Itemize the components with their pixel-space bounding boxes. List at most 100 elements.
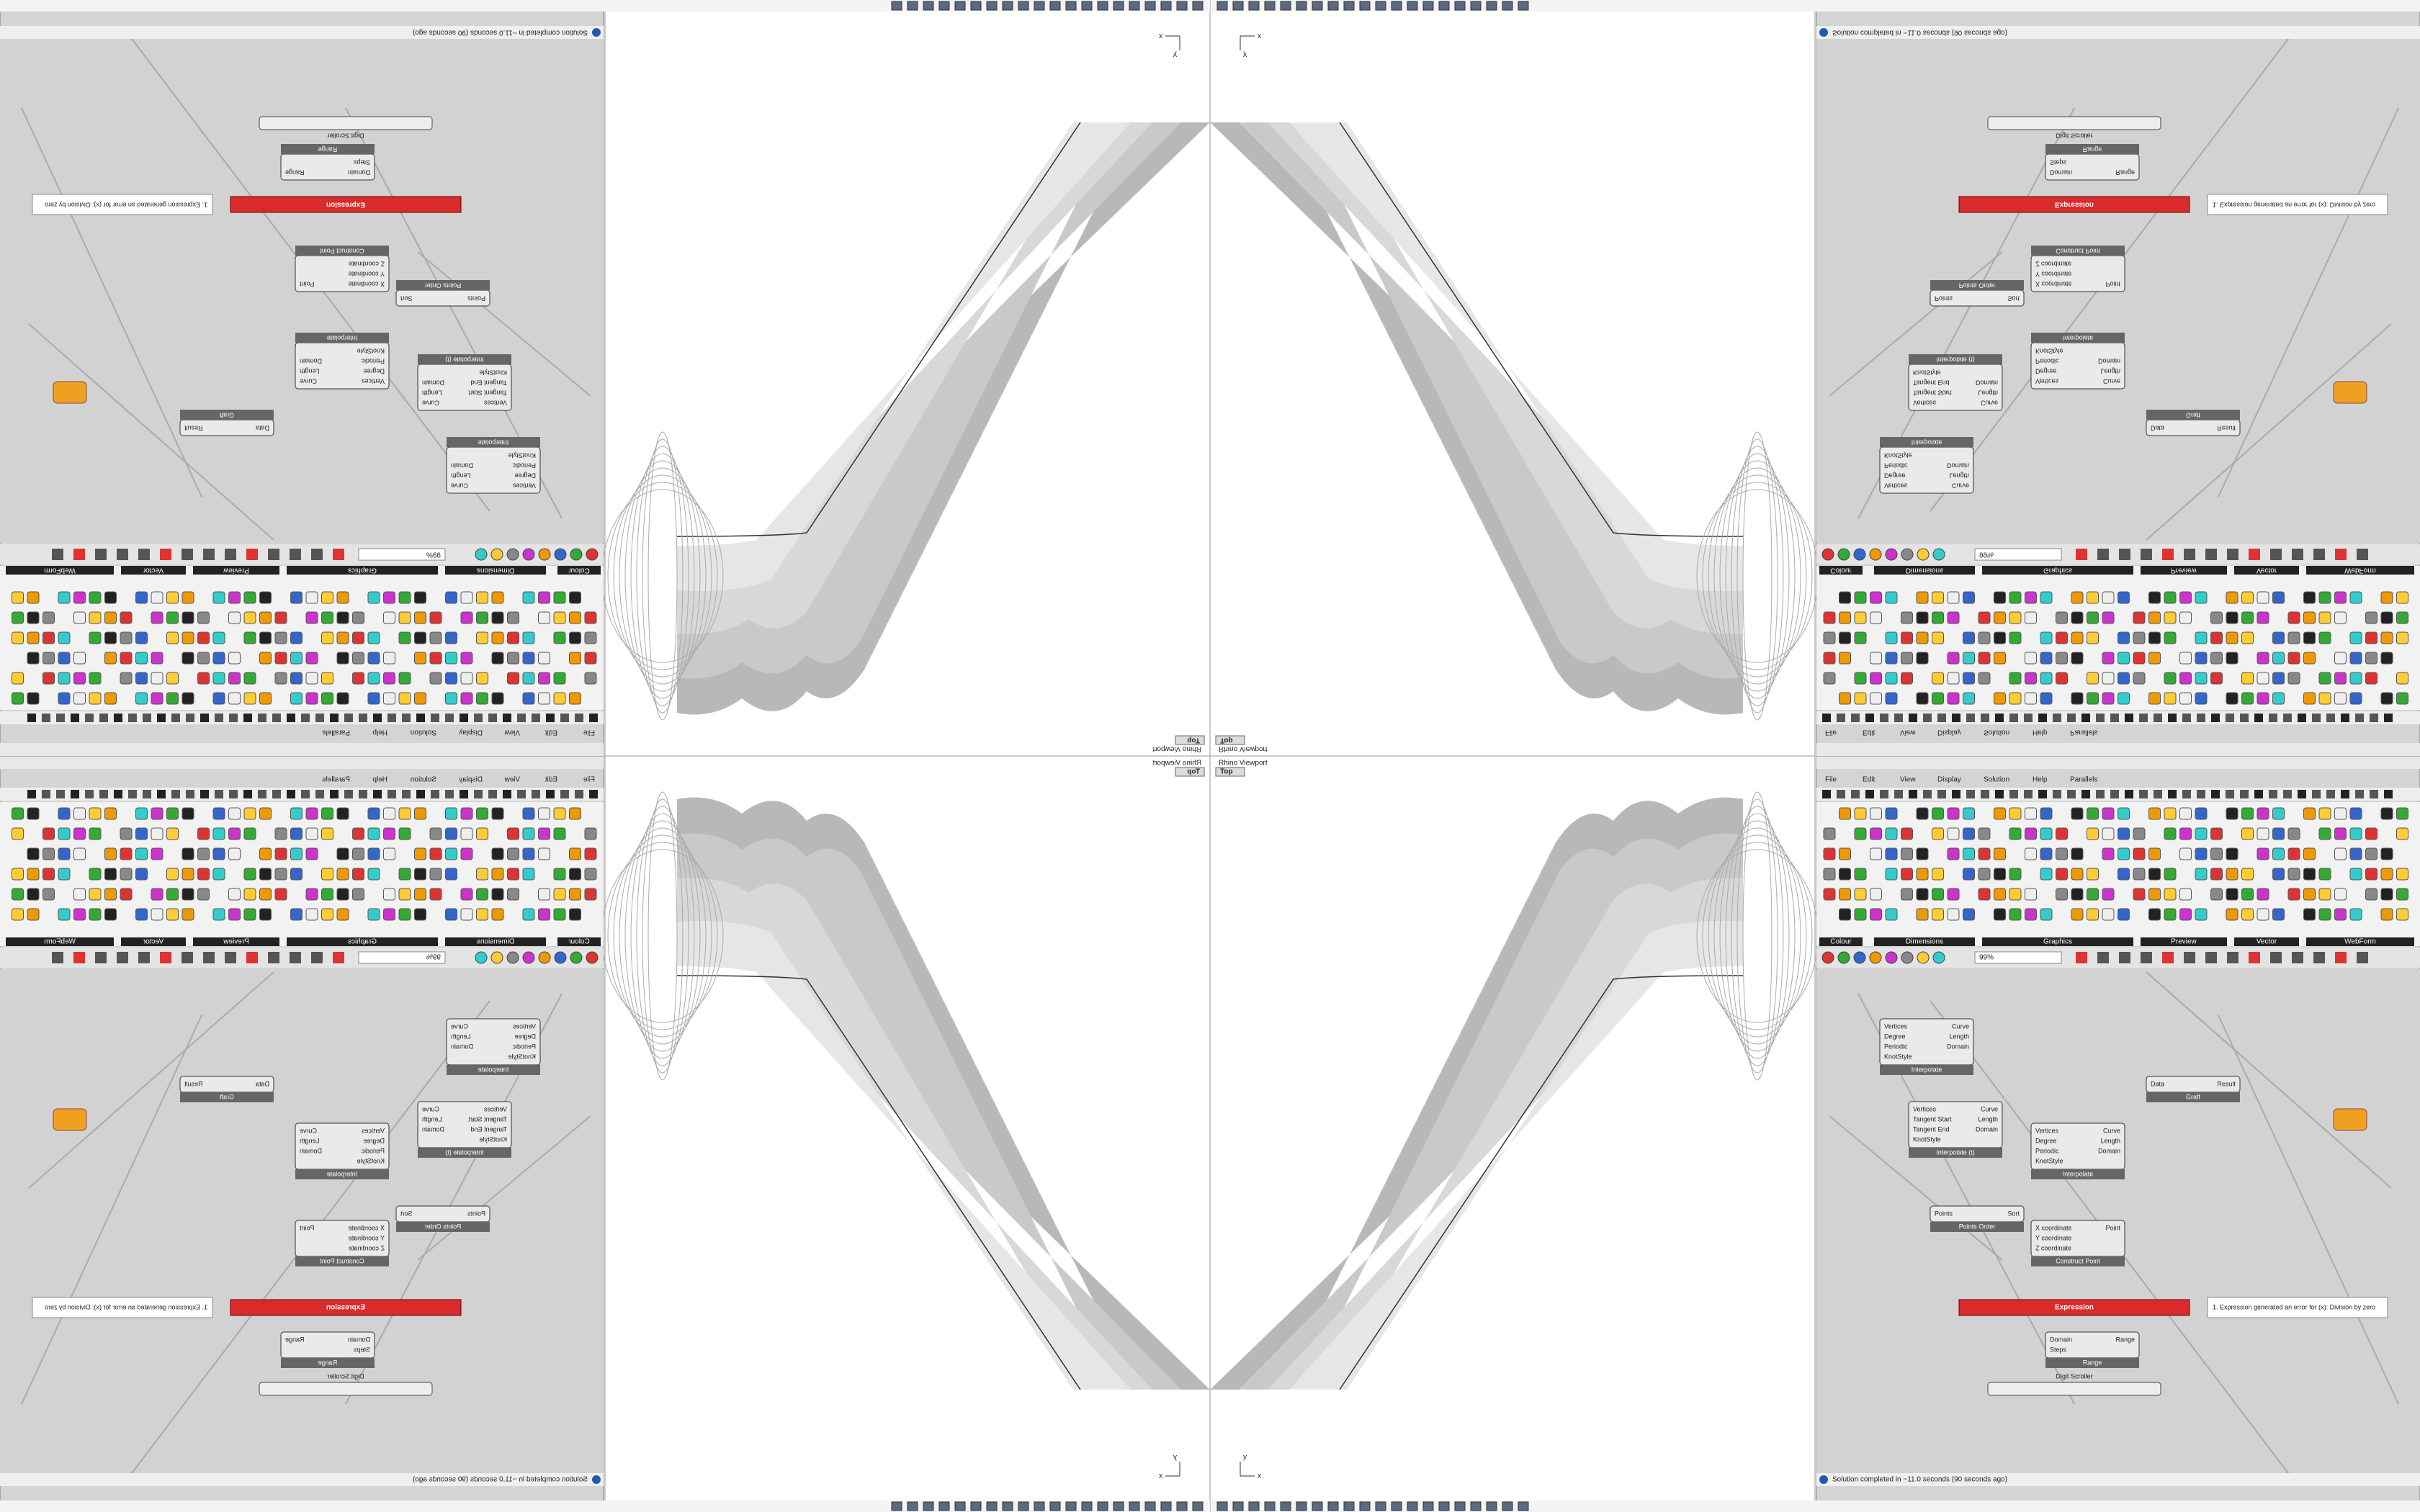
component-icon[interactable] [321,611,333,624]
component-icon[interactable] [1947,807,1960,820]
component-icon[interactable] [2349,652,2362,665]
tab-icon[interactable] [488,714,497,722]
component-icon[interactable] [135,692,148,705]
component-icon[interactable] [1870,888,1882,901]
toolbar-button[interactable] [554,548,567,561]
component-icon[interactable] [58,672,71,685]
component-icon[interactable] [398,591,411,604]
component-icon[interactable] [507,652,519,665]
component-icon[interactable] [538,908,550,921]
component-icon[interactable] [553,631,566,644]
component-icon[interactable] [2365,847,2378,860]
component-icon[interactable] [2349,868,2362,881]
component-icon[interactable] [2087,631,2099,644]
component-icon[interactable] [2025,692,2037,705]
tab-icon[interactable] [1909,790,1917,798]
tab-icon[interactable] [2110,714,2119,722]
component-icon[interactable] [584,868,597,881]
toolbar-button[interactable] [1901,548,1914,561]
component-icon[interactable] [352,847,364,860]
component-icon[interactable] [584,888,597,901]
tab-icon[interactable] [2067,714,2076,722]
component-icon[interactable] [1978,827,1991,840]
toolbar-button[interactable] [138,952,150,963]
tab-icon[interactable] [2009,714,2018,722]
toolbar-button[interactable] [2119,549,2130,560]
component-icon[interactable] [89,591,102,604]
component-icon[interactable] [522,591,535,604]
component-icon[interactable] [2396,591,2408,604]
component-icon[interactable] [1854,672,1867,685]
component-icon[interactable] [73,672,86,685]
component-icon[interactable] [151,847,163,860]
component-icon[interactable] [2241,908,2254,921]
component-icon[interactable] [2164,888,2177,901]
component-icon[interactable] [305,847,318,860]
component-icon[interactable] [2380,631,2393,644]
component-icon[interactable] [2303,591,2316,604]
taskbar-icon[interactable] [1232,1501,1244,1511]
component-icon[interactable] [321,827,333,840]
tab-icon[interactable] [128,790,137,798]
tab-icon[interactable] [128,714,137,722]
component-icon[interactable] [1916,631,1929,644]
taskbar-icon[interactable] [1129,1501,1140,1511]
tab-icon[interactable] [2081,790,2090,798]
component-icon[interactable] [1823,631,1836,644]
component-icon[interactable] [2396,611,2408,624]
toolbar-button[interactable] [73,952,85,963]
component-icon[interactable] [1947,908,1960,921]
component-icon[interactable] [2365,631,2378,644]
tab-icon[interactable] [431,790,439,798]
component-icon[interactable] [2257,908,2269,921]
taskbar-icon[interactable] [1407,1501,1418,1511]
component-icon[interactable] [120,652,133,665]
component-icon[interactable] [2133,672,2146,685]
component-icon[interactable] [1854,692,1867,705]
component-icon[interactable] [120,868,133,881]
component-icon[interactable] [2148,591,2161,604]
component-icon[interactable] [104,631,117,644]
component-icon[interactable] [58,692,71,705]
component-icon[interactable] [507,631,519,644]
component-icon[interactable] [2241,611,2254,624]
component-icon[interactable] [1916,611,1929,624]
component-icon[interactable] [429,611,442,624]
toolbar-button[interactable] [2097,952,2109,963]
tab-icon[interactable] [460,714,468,722]
taskbar-icon[interactable] [1002,1,1013,11]
toolbar-button[interactable] [1901,951,1914,964]
menu-item[interactable]: Edit [545,776,557,784]
component-icon[interactable] [2164,591,2177,604]
taskbar-icon[interactable] [970,1501,982,1511]
component-icon[interactable] [197,847,210,860]
component-icon[interactable] [2102,672,2115,685]
component-icon[interactable] [2365,827,2378,840]
component-icon[interactable] [2241,692,2254,705]
component-icon[interactable] [2241,591,2254,604]
component-icon[interactable] [460,888,473,901]
component-icon[interactable] [569,631,581,644]
component-icon[interactable] [2241,807,2254,820]
component-icon[interactable] [321,672,333,685]
component-icon[interactable] [27,908,40,921]
tab-icon[interactable] [1894,790,1903,798]
tab-icon[interactable] [71,714,79,722]
component-icon[interactable] [522,652,535,665]
toolbar-button[interactable] [1932,951,1945,964]
component-icon[interactable] [104,652,117,665]
component-icon[interactable] [58,631,71,644]
component-icon[interactable] [321,908,333,921]
taskbar-icon[interactable] [1391,1501,1402,1511]
component-icon[interactable] [2195,868,2208,881]
tab-icon[interactable] [186,790,194,798]
component-icon[interactable] [135,827,148,840]
tab-icon[interactable] [402,790,411,798]
component-icon[interactable] [553,611,566,624]
component-icon[interactable] [1901,847,1913,860]
component-icon[interactable] [135,847,148,860]
taskbar-icon[interactable] [1176,1,1188,11]
component-icon[interactable] [290,807,302,820]
component-icon[interactable] [2087,672,2099,685]
component-icon[interactable] [2210,827,2223,840]
